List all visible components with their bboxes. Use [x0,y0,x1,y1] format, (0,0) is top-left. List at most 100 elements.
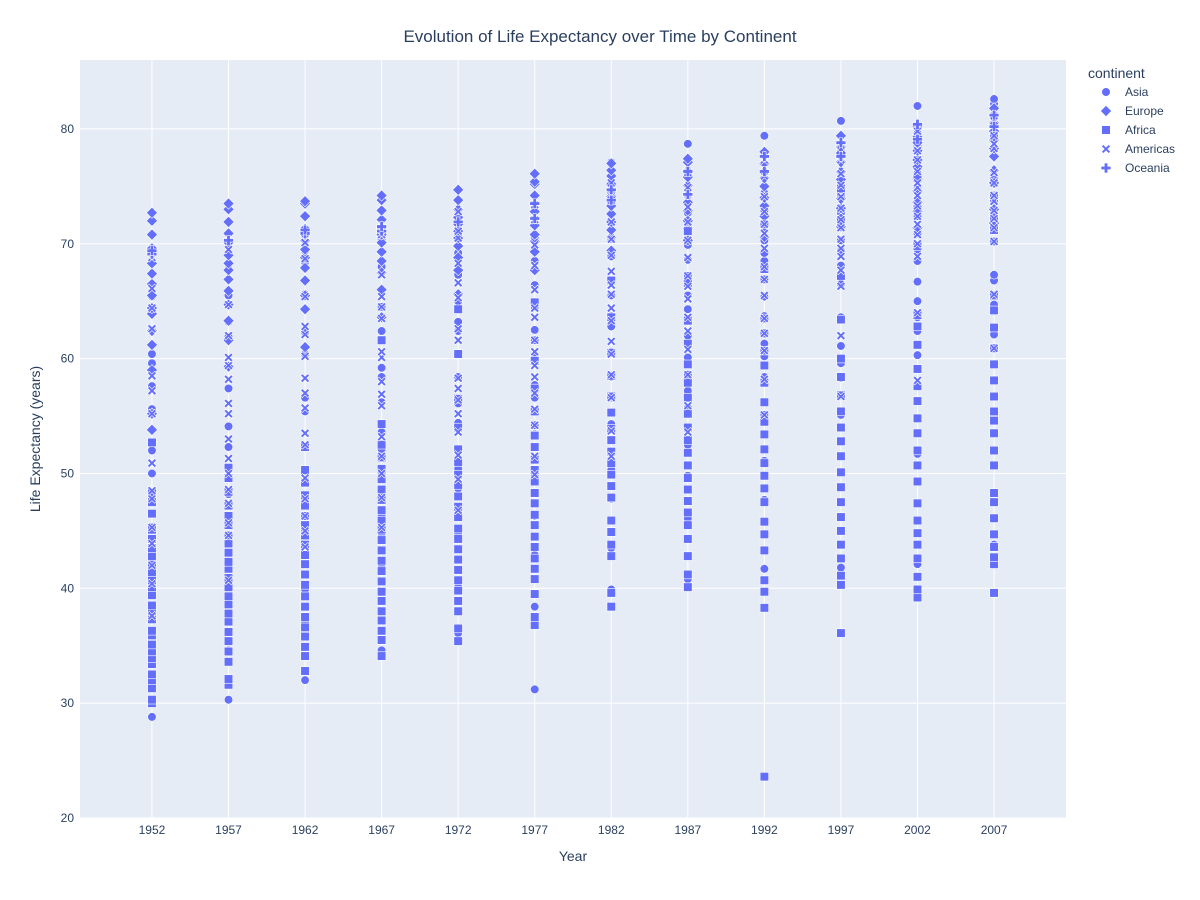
americas-point [835,281,846,292]
x-tick-label: 1972 [445,823,472,837]
europe-point [605,207,618,220]
oceania-point [376,221,387,232]
legend-item-europe[interactable]: Europe [1099,104,1164,118]
africa-point [453,544,463,554]
africa-point [912,498,923,508]
legend-label: Americas [1125,142,1175,156]
americas-point [147,385,157,396]
oceania-point [912,134,923,145]
africa-point [377,651,387,661]
europe-point [605,223,618,236]
africa-point [836,628,846,638]
legend-item-asia[interactable]: Asia [1101,85,1149,99]
americas-point [453,395,464,405]
asia-point [377,326,387,336]
legend-item-oceania[interactable]: Oceania [1100,161,1170,175]
africa-point [683,359,693,369]
europe-point [605,164,618,177]
americas-point [223,244,234,255]
x-tick-label: 1987 [674,823,701,837]
africa-point [606,407,616,418]
africa-point [300,465,310,475]
europe-point [222,264,235,277]
europe-point [375,245,388,258]
africa-point [377,535,387,545]
americas-point [989,177,999,188]
asia-point [147,712,157,722]
africa-point [453,534,463,544]
africa-point [759,360,769,371]
africa-point [300,631,310,642]
americas-point [759,228,770,239]
y-axis-ticks: 20 30 40 50 60 70 80 [61,122,75,825]
africa-point [223,548,234,558]
africa-point [147,683,157,693]
africa-point [147,551,157,561]
africa-point [912,584,923,595]
americas-point [912,238,923,249]
legend-item-americas[interactable]: Americas [1101,142,1175,156]
africa-point [377,596,387,606]
legend-item-africa[interactable]: Africa [1101,123,1156,137]
africa-point [453,554,463,565]
americas-point [682,270,693,281]
africa-point [377,606,387,616]
americas-point [453,427,464,438]
africa-point [223,511,234,521]
americas-point [147,408,157,419]
africa-point [530,553,540,564]
americas-point [835,391,846,402]
asia-point [912,350,923,360]
americas-point [300,542,311,552]
africa-point [453,575,463,585]
americas-point [223,299,234,310]
americas-point [606,392,617,403]
plot-area [80,60,1066,818]
oceania-point [606,194,617,206]
americas-point [529,260,540,271]
europe-point [758,180,771,193]
americas-point [682,235,693,246]
americas-point [453,277,464,288]
asia-point [836,116,846,126]
africa-point [300,580,310,590]
x-tick-label: 2007 [981,823,1008,837]
americas-point [835,265,846,276]
africa-point [912,364,923,374]
asia-point [759,564,769,574]
americas-point [989,213,999,224]
africa-point [223,636,234,646]
europe-point [299,261,312,274]
legend[interactable]: continent Asia Europe Africa Americas Oceani… [1088,65,1175,175]
africa-point [989,375,999,386]
asia-point [223,421,234,431]
americas-point [912,219,923,230]
oceania-point [682,189,694,200]
americas-point [606,234,617,245]
asia-point [300,675,310,685]
africa-point [300,501,310,511]
africa-point [223,557,234,567]
africa-point [223,582,234,592]
legend-square-icon [1101,125,1111,135]
americas-point [300,373,311,384]
americas-point [759,206,770,217]
americas-point [147,485,157,496]
africa-point [377,556,387,566]
africa-point [683,520,693,530]
europe-point [452,194,465,207]
africa-point [377,335,387,345]
africa-point [836,540,846,550]
africa-point [453,565,463,575]
americas-point [376,346,387,357]
americas-point [682,216,693,227]
americas-point [300,428,311,439]
americas-point [682,252,693,263]
africa-point [989,322,999,333]
americas-point [989,190,999,201]
americas-point [223,398,234,409]
europe-point [375,254,388,267]
africa-point [530,442,540,452]
asia-point [912,277,923,287]
americas-point [453,450,464,461]
